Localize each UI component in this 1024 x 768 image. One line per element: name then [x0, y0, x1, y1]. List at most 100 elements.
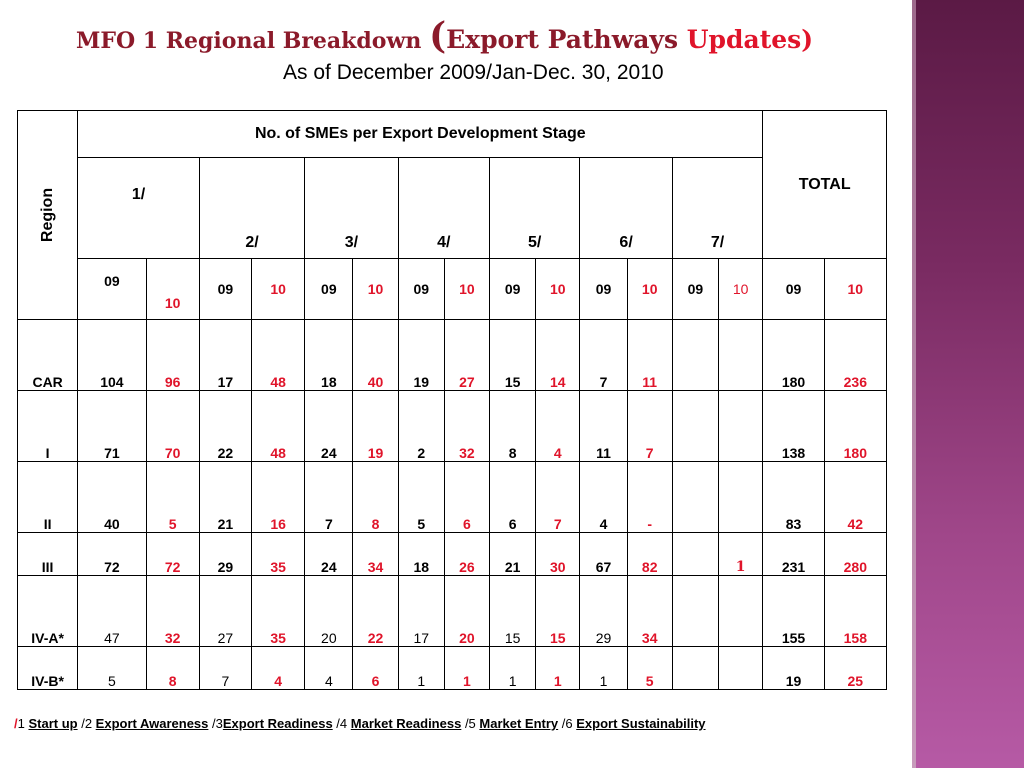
table-cell: 5 — [626, 646, 673, 690]
table-cell: 15 — [535, 575, 581, 647]
table-cell: 236 — [823, 319, 888, 391]
table-cell: 32 — [145, 575, 200, 647]
table-cell: 20 — [304, 575, 354, 647]
legend-start-up: Start up — [28, 716, 78, 731]
table-cell: 22 — [198, 390, 253, 462]
stage-legend: /1 Start up /2 Export Awareness /3Export… — [14, 716, 706, 731]
year-09: 09 — [77, 258, 147, 320]
table-cell: 6 — [489, 461, 537, 533]
stage-header: No. of SMEs per Export Development Stage — [77, 110, 764, 158]
table-cell: 19 — [352, 390, 399, 462]
sme-breakdown-table: Region No. of SMEs per Export Developmen… — [16, 110, 888, 690]
title-part-3: Updates) — [686, 25, 814, 54]
table-cell: 30 — [535, 532, 581, 576]
table-cell: 24 — [304, 390, 354, 462]
table-cell — [671, 575, 720, 647]
table-cell: 40 — [352, 319, 399, 391]
table-cell: 35 — [250, 532, 306, 576]
legend-market-entry: Market Entry — [479, 716, 559, 731]
legend-slash: / — [14, 716, 18, 731]
table-cell: 24 — [304, 532, 354, 576]
legend-num-3: /3 — [208, 716, 223, 731]
table-cell — [717, 390, 764, 462]
table-cell: 19 — [762, 646, 825, 690]
table-cell: 7 — [535, 461, 581, 533]
year-09: 09 — [304, 258, 354, 320]
title-part-1: MFO 1 Regional Breakdown — [76, 28, 430, 54]
page-title: MFO 1 Regional Breakdown (Export Pathway… — [76, 18, 896, 62]
table-cell: 83 — [762, 461, 825, 533]
table-cell: 19 — [397, 319, 445, 391]
table-cell: - — [626, 461, 673, 533]
region-cell: I — [16, 390, 79, 462]
table-cell: 21 — [489, 532, 537, 576]
table-cell: 72 — [77, 532, 147, 576]
table-cell: 2 — [397, 390, 445, 462]
table-cell: 17 — [397, 575, 445, 647]
table-cell: 7 — [198, 646, 253, 690]
table-cell: 1 — [579, 646, 628, 690]
table-cell: 72 — [145, 532, 200, 576]
table-cell: 17 — [198, 319, 253, 391]
table-cell: 18 — [397, 532, 445, 576]
table-cell: 158 — [823, 575, 888, 647]
decorative-sidebar — [912, 0, 1024, 768]
legend-market-readiness: Market Readiness — [350, 716, 462, 731]
table-cell: 29 — [579, 575, 628, 647]
table-cell: 5 — [145, 461, 200, 533]
table-cell: 6 — [443, 461, 491, 533]
stage-7: 7/ — [671, 157, 764, 259]
table-cell: 7 — [304, 461, 354, 533]
table-cell: 48 — [250, 319, 306, 391]
table-cell: 138 — [762, 390, 825, 462]
table-cell: 42 — [823, 461, 888, 533]
title-paren: ( — [429, 15, 447, 57]
year-10: 10 — [443, 258, 491, 320]
table-cell: 29 — [198, 532, 253, 576]
table-cell: 34 — [626, 575, 673, 647]
table-cell — [671, 390, 720, 462]
legend-num-2: /2 — [77, 716, 96, 731]
table-cell: 25 — [823, 646, 888, 690]
table-cell — [671, 532, 720, 576]
table-cell — [717, 646, 764, 690]
table-cell: 35 — [250, 575, 306, 647]
legend-export-sustainability: Export Sustainability — [576, 716, 706, 731]
table-row: II 40 5 21 16 7 8 5 6 6 7 4-83 42 — [16, 461, 888, 533]
legend-num-6: /6 — [558, 716, 577, 731]
region-cell: IV-B* — [16, 646, 79, 690]
year-09: 09 — [198, 258, 253, 320]
table-cell: 5 — [397, 461, 445, 533]
year-10: 10 — [717, 258, 764, 320]
legend-export-readiness: Export Readiness — [222, 716, 333, 731]
table-cell: 70 — [145, 390, 200, 462]
table-cell: 1 — [397, 646, 445, 690]
table-cell: 155 — [762, 575, 825, 647]
total-header: TOTAL — [762, 110, 887, 259]
year-10: 10 — [626, 258, 673, 320]
year-09: 09 — [762, 258, 825, 320]
table-cell — [671, 461, 720, 533]
table-cell: 82 — [626, 532, 673, 576]
table-cell: 1 — [535, 646, 581, 690]
page-subtitle: As of December 2009/Jan-Dec. 30, 2010 — [283, 61, 664, 84]
table-cell — [671, 646, 720, 690]
year-10: 10 — [250, 258, 306, 320]
region-cell: IV-A* — [16, 575, 79, 647]
table-cell: 4 — [579, 461, 628, 533]
legend-num-5: /5 — [461, 716, 480, 731]
table-cell — [717, 461, 764, 533]
table-cell: 16 — [250, 461, 306, 533]
stage-1: 1/ — [77, 157, 200, 259]
table-cell: 26 — [443, 532, 491, 576]
year-09: 09 — [397, 258, 445, 320]
table-cell: 8 — [489, 390, 537, 462]
year-09: 09 — [671, 258, 720, 320]
legend-export-awareness: Export Awareness — [95, 716, 209, 731]
table-cell: 1 — [717, 532, 764, 576]
table-cell: 27 — [198, 575, 253, 647]
table-cell: 15 — [489, 319, 537, 391]
table-cell: 48 — [250, 390, 306, 462]
stage-3: 3/ — [304, 157, 399, 259]
table-cell: 40 — [77, 461, 147, 533]
